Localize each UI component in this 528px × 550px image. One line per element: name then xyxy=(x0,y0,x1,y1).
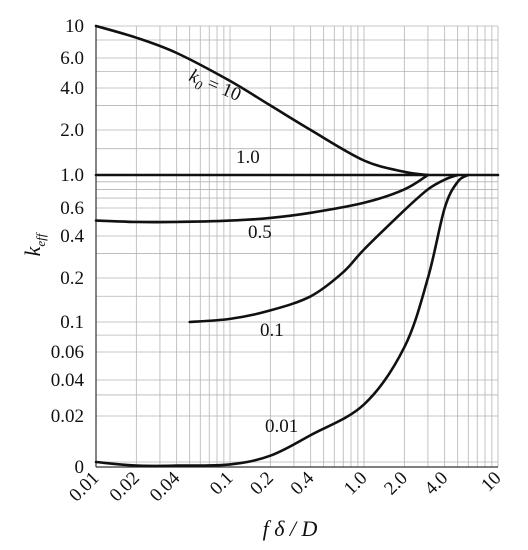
y-tick-label: 0.2 xyxy=(60,268,84,289)
y-tick-label: 0 xyxy=(75,457,85,478)
y-tick-label: 0.02 xyxy=(51,406,84,427)
x-tick-labels: 0.01 0.02 0.04 0.1 0.2 0.4 1.0 2.0 4.0 10 xyxy=(65,467,505,506)
curve-labels: k0 = 101.00.50.10.01 xyxy=(186,65,298,437)
series-line xyxy=(94,173,470,468)
y-tick-label: 0.4 xyxy=(60,226,84,247)
series-line xyxy=(94,173,430,224)
x-tick-label: 0.01 xyxy=(65,468,103,506)
x-tick-label: 2.0 xyxy=(380,468,412,500)
y-tick-label: 10 xyxy=(65,16,84,37)
curve-label-0-5: 0.5 xyxy=(248,222,272,243)
curves xyxy=(94,24,500,468)
x-tick-label: 0.2 xyxy=(246,468,278,500)
x-tick-label: 10 xyxy=(477,468,505,496)
y-tick-label: 4.0 xyxy=(60,78,84,99)
x-tick-label: 4.0 xyxy=(421,468,453,500)
y-tick-label: 0.6 xyxy=(60,198,84,219)
curve-label-0-01: 0.01 xyxy=(265,416,298,437)
series-line xyxy=(94,24,430,177)
x-axis-label: f δ / D xyxy=(263,516,318,541)
x-tick-label: 0.02 xyxy=(106,468,144,506)
curve-label-0-1: 0.1 xyxy=(260,320,284,341)
y-axis-label: keff xyxy=(20,231,48,256)
x-tick-label: 0.04 xyxy=(146,467,185,506)
y-tick-label: 2.0 xyxy=(60,120,84,141)
y-tick-label: 0.06 xyxy=(51,342,84,363)
series-line xyxy=(188,173,459,324)
curve-label-1-0: 1.0 xyxy=(236,147,260,168)
y-tick-label: 6.0 xyxy=(60,48,84,69)
x-tick-label: 1.0 xyxy=(340,468,372,500)
y-tick-label: 0.04 xyxy=(51,370,85,391)
grid-major xyxy=(95,26,498,468)
x-tick-label: 0.4 xyxy=(287,467,319,499)
grid-minor xyxy=(95,25,499,468)
y-tick-label: 1.0 xyxy=(60,165,84,186)
x-tick-label: 0.1 xyxy=(206,468,238,500)
y-tick-labels: 10 6.0 4.0 2.0 1.0 0.6 0.4 0.2 0.1 0.06 0.04 0.02 0 xyxy=(51,16,85,478)
y-tick-label: 0.1 xyxy=(60,312,84,333)
